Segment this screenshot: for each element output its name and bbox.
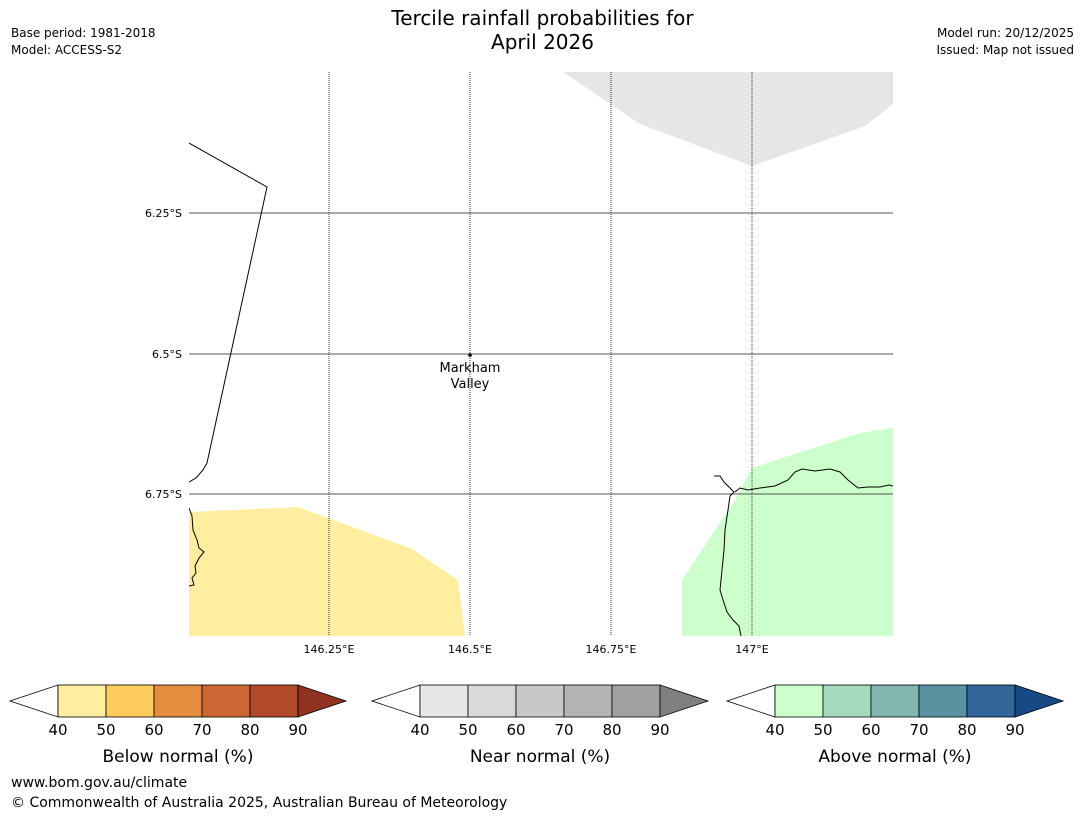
below-legend-cell — [201, 684, 251, 718]
map-area — [189, 72, 893, 636]
above-legend-cell — [774, 684, 824, 718]
model-name: Model: ACCESS-S2 — [11, 43, 123, 57]
above-legend-tick: 60 — [861, 721, 880, 739]
near-legend-tick: 50 — [458, 721, 477, 739]
near-normal-region — [563, 72, 893, 166]
coastline-gulf — [734, 468, 893, 493]
above-legend-tick: 80 — [957, 721, 976, 739]
issued-status: Issued: Map not issued — [936, 43, 1074, 57]
near-legend-label: Near normal (%) — [470, 747, 610, 767]
above-legend-cell — [822, 684, 872, 718]
coastline-west — [189, 507, 205, 587]
above-legend-tick: 50 — [813, 721, 832, 739]
near-legend-tick: 40 — [410, 721, 429, 739]
below-legend-label: Below normal (%) — [103, 747, 254, 767]
below-legend-tick: 70 — [192, 721, 211, 739]
lat-label-6.75: 6.75°S — [145, 488, 182, 501]
header-right-info: Model run: 20/12/2025 Issued: Map not is… — [936, 25, 1074, 59]
above-legend-tick: 90 — [1005, 721, 1024, 739]
legend-near-normal: 40 50 60 70 80 90 Near normal (%) — [370, 684, 710, 767]
near-legend-over-arrow — [659, 684, 710, 718]
graticule — [189, 212, 893, 495]
header-left-info: Base period: 1981-2018 Model: ACCESS-S2 — [11, 25, 156, 59]
lat-labels: 6.25°S 6.5°S 6.75°S — [145, 207, 182, 501]
base-period: Base period: 1981-2018 — [11, 26, 156, 40]
lon-label-146.5: 146.5°E — [448, 643, 492, 656]
above-legend-cell — [918, 684, 968, 718]
legend-above-normal: 40 50 60 70 80 90 Above normal (%) — [725, 684, 1065, 767]
near-legend-tick: 60 — [506, 721, 525, 739]
below-legend-tick: 90 — [288, 721, 307, 739]
near-legend-cell — [515, 684, 565, 718]
near-legend-cell — [419, 684, 469, 718]
above-legend-label: Above normal (%) — [818, 747, 971, 767]
near-legend-cell — [467, 684, 517, 718]
place-label-line2: Valley — [451, 377, 490, 392]
above-legend-tick: 40 — [765, 721, 784, 739]
coastline-east — [714, 475, 742, 636]
markham-valley-marker — [468, 353, 472, 357]
below-legend-cell — [57, 684, 107, 718]
map-title-line2: April 2026 — [491, 30, 594, 54]
below-legend-tick: 50 — [96, 721, 115, 739]
near-legend-cell — [611, 684, 661, 718]
above-legend-cell — [870, 684, 920, 718]
footer-copyright: © Commonwealth of Australia 2025, Austra… — [11, 795, 508, 811]
near-legend-tick: 70 — [554, 721, 573, 739]
lat-label-6.25: 6.25°S — [145, 207, 182, 220]
above-legend-under-arrow — [725, 684, 776, 718]
below-legend-tick: 60 — [144, 721, 163, 739]
below-normal-region — [189, 507, 465, 636]
province-border — [189, 142, 268, 483]
lon-label-147: 147°E — [735, 643, 768, 656]
lon-label-146.25: 146.25°E — [304, 643, 355, 656]
map-title-line1: Tercile rainfall probabilities for — [391, 6, 694, 30]
place-label-line1: Markham — [440, 361, 501, 376]
map-title: Tercile rainfall probabilities for April… — [0, 6, 1085, 54]
below-legend-cell — [249, 684, 299, 718]
near-legend-cell — [563, 684, 613, 718]
above-legend-cell — [966, 684, 1016, 718]
above-normal-region — [682, 428, 893, 636]
lon-label-146.75: 146.75°E — [586, 643, 637, 656]
near-legend-tick: 80 — [602, 721, 621, 739]
above-legend-over-arrow — [1014, 684, 1065, 718]
footer-website: www.bom.gov.au/climate — [11, 775, 188, 791]
legend-svg: 40 50 60 70 80 90 Below normal (%) 40 50 60 70 80 9… — [8, 684, 1065, 767]
near-legend-under-arrow — [370, 684, 421, 718]
below-legend-cell — [153, 684, 203, 718]
model-run: Model run: 20/12/2025 — [936, 26, 1074, 40]
below-legend-tick: 80 — [240, 721, 259, 739]
above-legend-tick: 70 — [909, 721, 928, 739]
map-svg: Markham Valley 6.25°S 6.5°S 6.75°S 146.2… — [145, 72, 893, 656]
below-legend-over-arrow — [297, 684, 348, 718]
below-legend-under-arrow — [8, 684, 59, 718]
legend-below-normal: 40 50 60 70 80 90 Below normal (%) — [8, 684, 348, 767]
near-legend-tick: 90 — [650, 721, 669, 739]
below-legend-tick: 40 — [48, 721, 67, 739]
below-legend-cell — [105, 684, 155, 718]
lon-labels: 146.25°E 146.5°E 146.75°E 147°E — [304, 643, 769, 656]
lat-label-6.5: 6.5°S — [152, 348, 182, 361]
